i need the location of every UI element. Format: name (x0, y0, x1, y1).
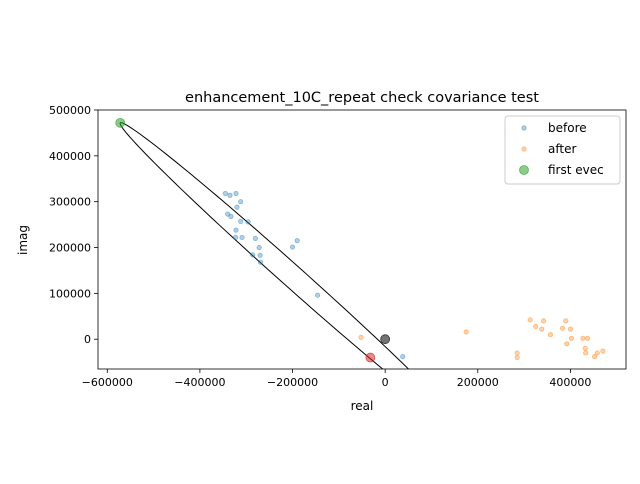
y-tick-label-4: 400000 (49, 150, 91, 163)
series-0-point-18 (294, 238, 300, 244)
series-1-point-6 (539, 326, 545, 332)
x-axis-ticks: −600000 −400000 −200000 0 200000 400000 (82, 369, 591, 389)
series-1-point-10 (563, 318, 569, 324)
series-1-point-13 (568, 335, 574, 341)
series-1-point-17 (584, 335, 591, 341)
legend-marker-2 (519, 165, 529, 175)
legend-box (504, 115, 621, 185)
series-0-point-16 (257, 259, 264, 265)
y-tick-label-5: 500000 (49, 104, 91, 117)
legend-items: before after first evec (519, 121, 604, 177)
series-1-point-14 (580, 335, 586, 341)
series-1-point-0 (358, 334, 364, 340)
series-0-point-2 (233, 190, 239, 197)
series-0-point-5 (225, 211, 231, 217)
series-1-point-12 (567, 326, 574, 332)
legend-marker-1 (521, 146, 527, 152)
data-layer (115, 117, 606, 369)
series-1-point-9 (559, 325, 566, 331)
series-0-point-11 (239, 234, 245, 241)
legend-marker-0 (521, 125, 527, 131)
series-0-point-19 (314, 292, 321, 298)
series-1-point-3 (514, 354, 520, 361)
x-tick-label-3: 0 (382, 376, 389, 389)
y-tick-label-0: 0 (84, 333, 91, 346)
series-1-point-15 (582, 345, 588, 351)
chart-title: enhancement_10C_repeat check covariance … (185, 90, 539, 106)
series-1-point-8 (547, 332, 554, 338)
x-tick-label-5: 400000 (549, 376, 591, 389)
series-1-point-7 (540, 318, 547, 324)
series-1-point-20 (600, 348, 606, 354)
series-1-point-1 (463, 329, 469, 335)
series-0-point-0 (222, 190, 228, 197)
y-axis-label: imag (16, 225, 30, 255)
y-tick-label-1: 100000 (49, 287, 91, 300)
y-axis-ticks: 0 100000 200000 300000 400000 500000 (49, 104, 98, 346)
x-tick-label-1: −400000 (174, 376, 225, 389)
series-2-point-0 (115, 117, 126, 128)
series-0-point-10 (232, 234, 239, 241)
series-0-point-8 (245, 219, 251, 225)
series-1-point-18 (591, 354, 598, 360)
legend: before after first evec (504, 115, 621, 185)
series-1-point-11 (564, 341, 570, 347)
series-0-point-6 (228, 213, 234, 219)
x-tick-label-2: −200000 (267, 376, 318, 389)
legend-label-0: before (548, 121, 587, 135)
plot-frame (97, 109, 627, 370)
marker-point-1 (365, 352, 376, 363)
y-tick-label-2: 200000 (49, 242, 91, 255)
series-1-point-16 (583, 350, 589, 356)
series-0-point-3 (238, 199, 244, 205)
series-1-point-5 (533, 323, 539, 329)
covariance-ellipse (119, 122, 410, 369)
series-0-point-20 (400, 354, 406, 360)
series-1-point-4 (527, 317, 533, 323)
series-0-point-1 (227, 192, 233, 198)
series-0-point-9 (233, 227, 239, 233)
series-0-point-13 (256, 244, 262, 251)
series-1-point-2 (514, 350, 520, 356)
series-0-point-12 (252, 235, 259, 241)
series-0-point-7 (238, 218, 244, 224)
series-1-point-19 (594, 350, 600, 356)
y-tick-label-3: 300000 (49, 196, 91, 209)
x-tick-label-4: 200000 (457, 376, 499, 389)
series-0-point-14 (250, 252, 256, 258)
legend-label-2: first evec (548, 163, 604, 177)
legend-label-1: after (548, 142, 576, 156)
series-0-point-17 (289, 244, 296, 250)
x-axis-label: real (351, 399, 374, 413)
series-0-point-4 (234, 204, 240, 210)
x-tick-label-0: −600000 (82, 376, 133, 389)
series-0-point-15 (257, 252, 263, 258)
marker-point-0 (380, 334, 391, 345)
